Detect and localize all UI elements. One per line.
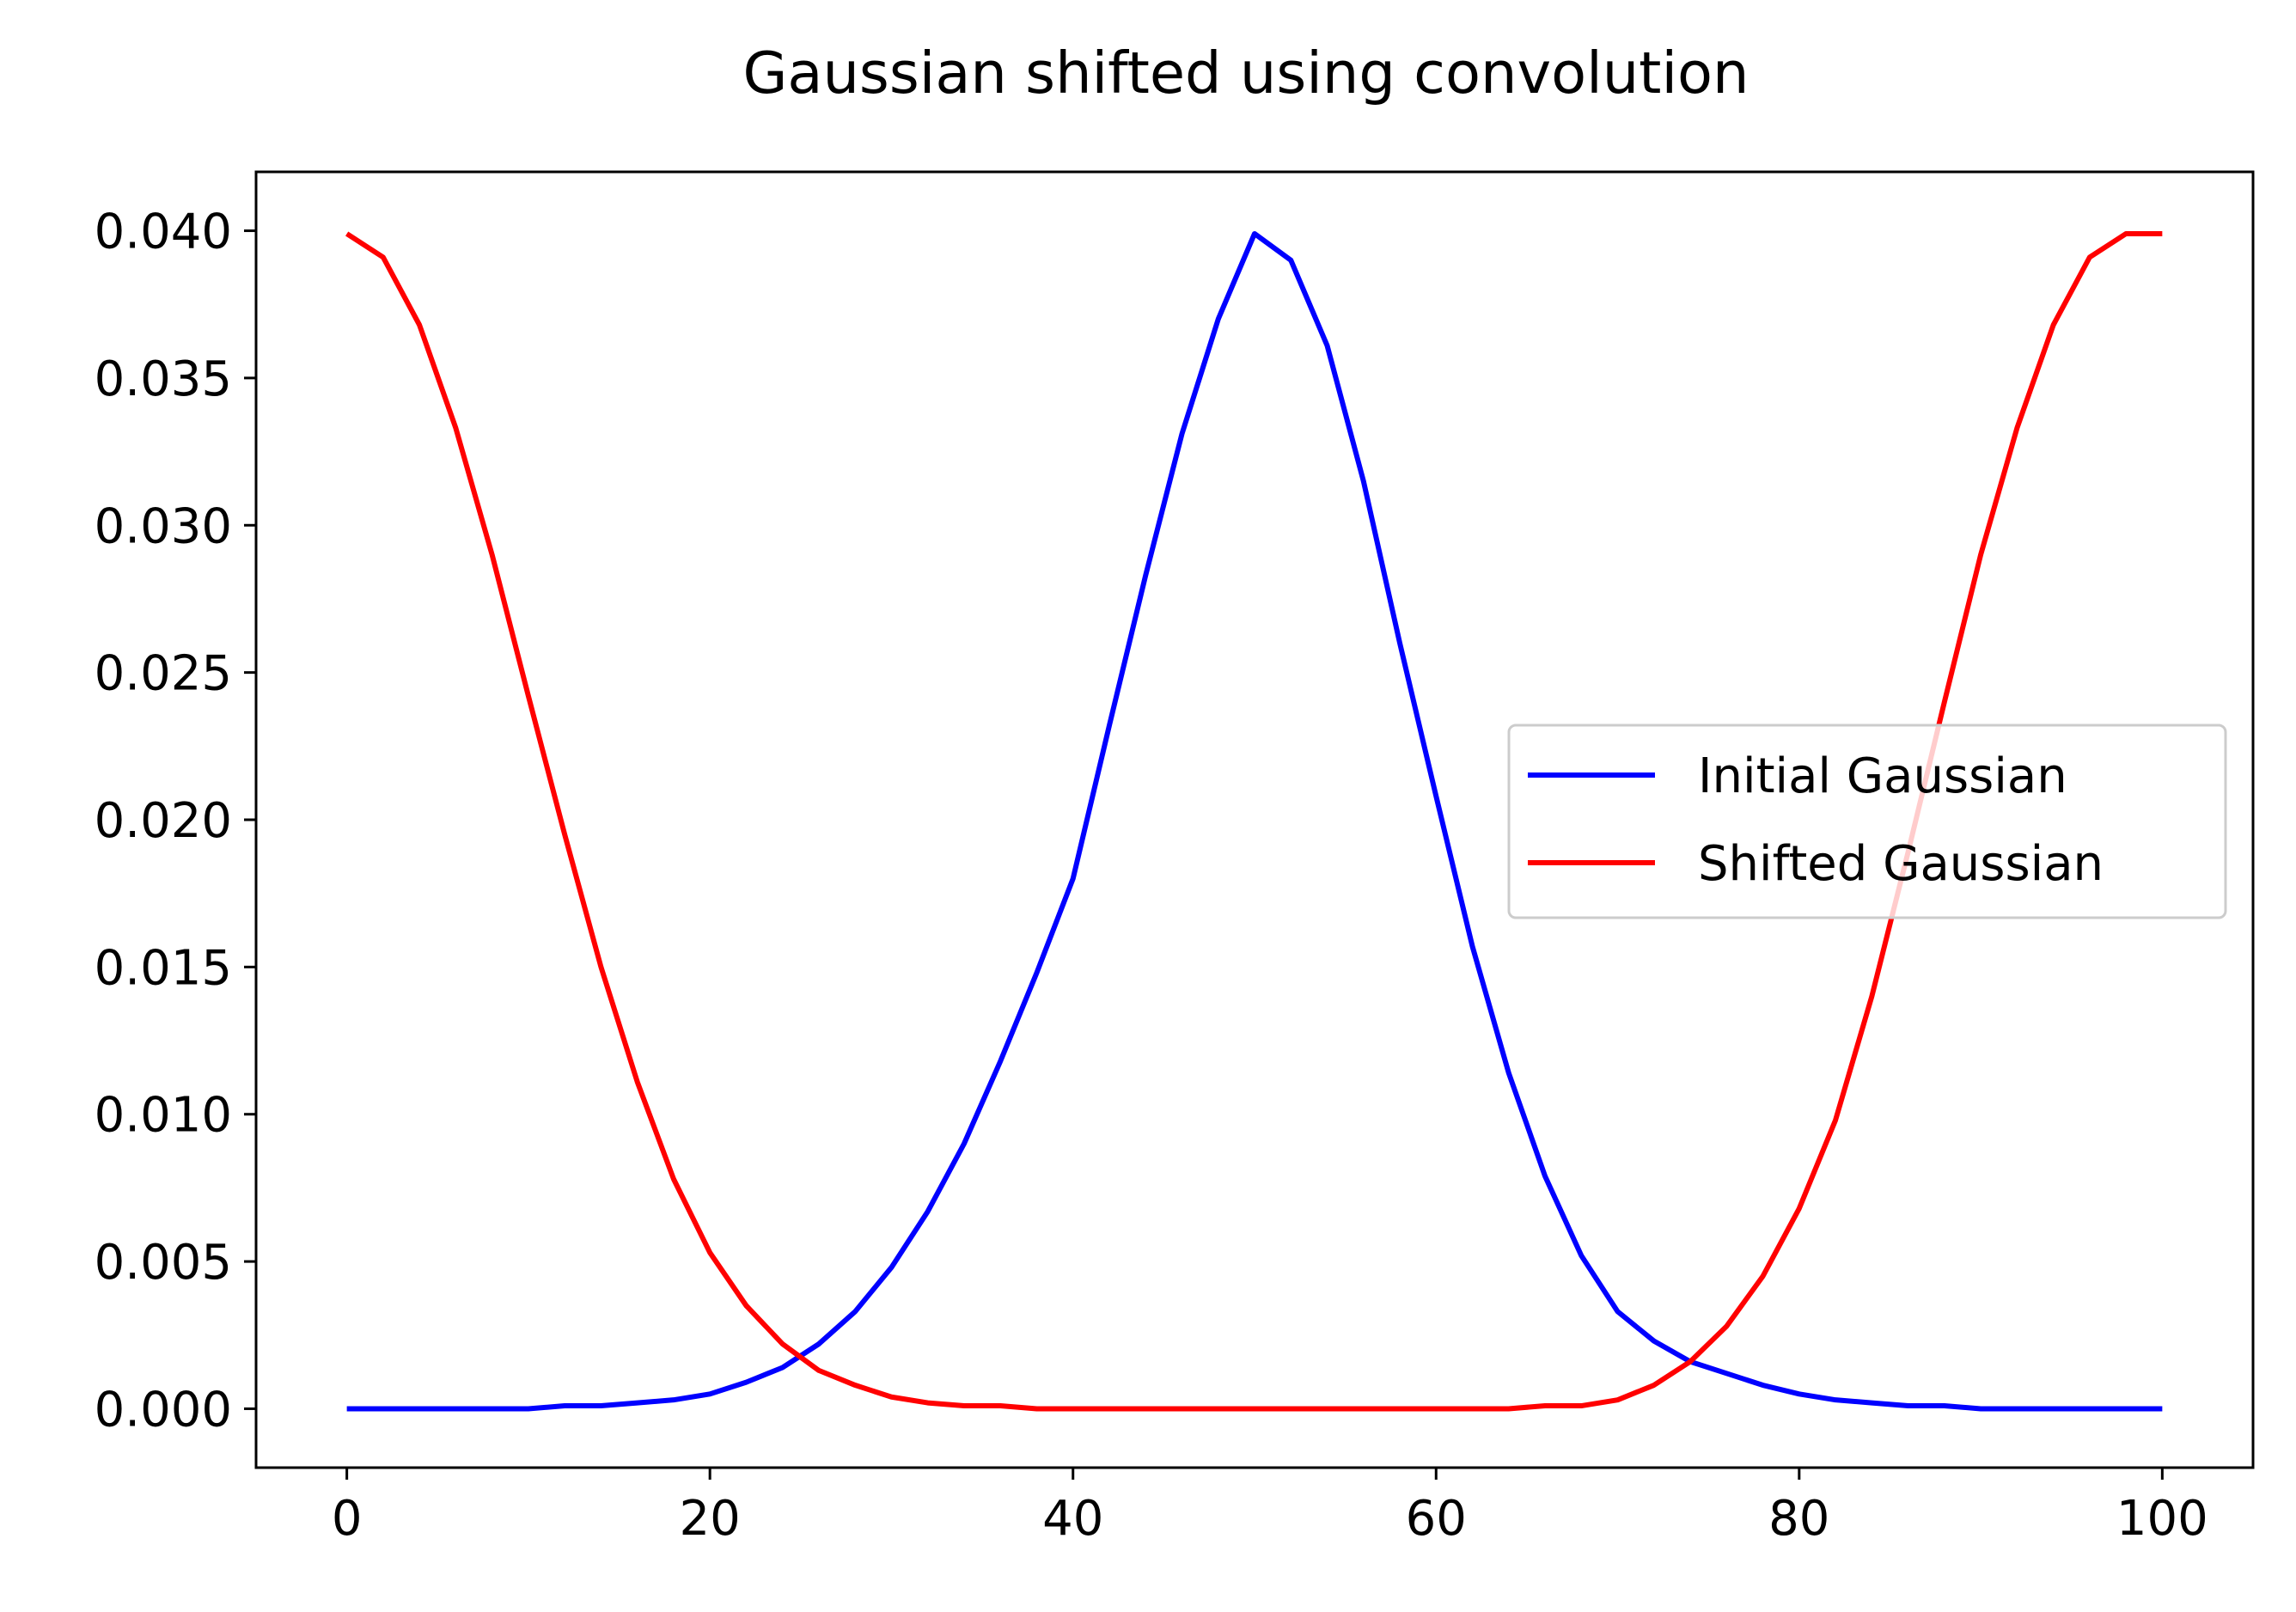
series-line-shifted-gaussian: [345, 230, 2163, 1412]
legend-box: [1507, 724, 2227, 919]
y-tick-label: 0.030: [95, 498, 232, 554]
y-tick-label: 0.020: [95, 793, 232, 849]
x-tick-label: 100: [2116, 1491, 2208, 1547]
legend-label-shifted-gaussian: Shifted Gaussian: [1698, 836, 2104, 892]
series-line-initial-gaussian: [346, 230, 2163, 1412]
x-tick-label: 20: [680, 1491, 741, 1547]
y-tick-label: 0.010: [95, 1088, 232, 1144]
plot-area: 0 20 40 60 80 100 0.000 0.005 0.010 0.015 0.020 0.0…: [95, 170, 2255, 1547]
y-tick-label: 0.025: [95, 646, 232, 702]
legend-label-initial-gaussian: Initial Gaussian: [1698, 748, 2067, 804]
x-tick-label: 0: [332, 1491, 363, 1547]
y-tick-label: 0.005: [95, 1235, 232, 1291]
x-tick-label: 80: [1768, 1491, 1829, 1547]
y-tick-label: 0.040: [95, 205, 232, 260]
y-tick-label: 0.015: [95, 940, 232, 996]
y-tick-label: 0.000: [95, 1382, 232, 1438]
legend: Initial Gaussian Shifted Gaussian: [1507, 724, 2227, 919]
x-tick-label: 40: [1042, 1491, 1103, 1547]
y-tick-label: 0.035: [95, 351, 232, 407]
x-tick-label: 60: [1406, 1491, 1467, 1547]
chart-title: Gaussian shifted using convolution: [742, 40, 1749, 107]
